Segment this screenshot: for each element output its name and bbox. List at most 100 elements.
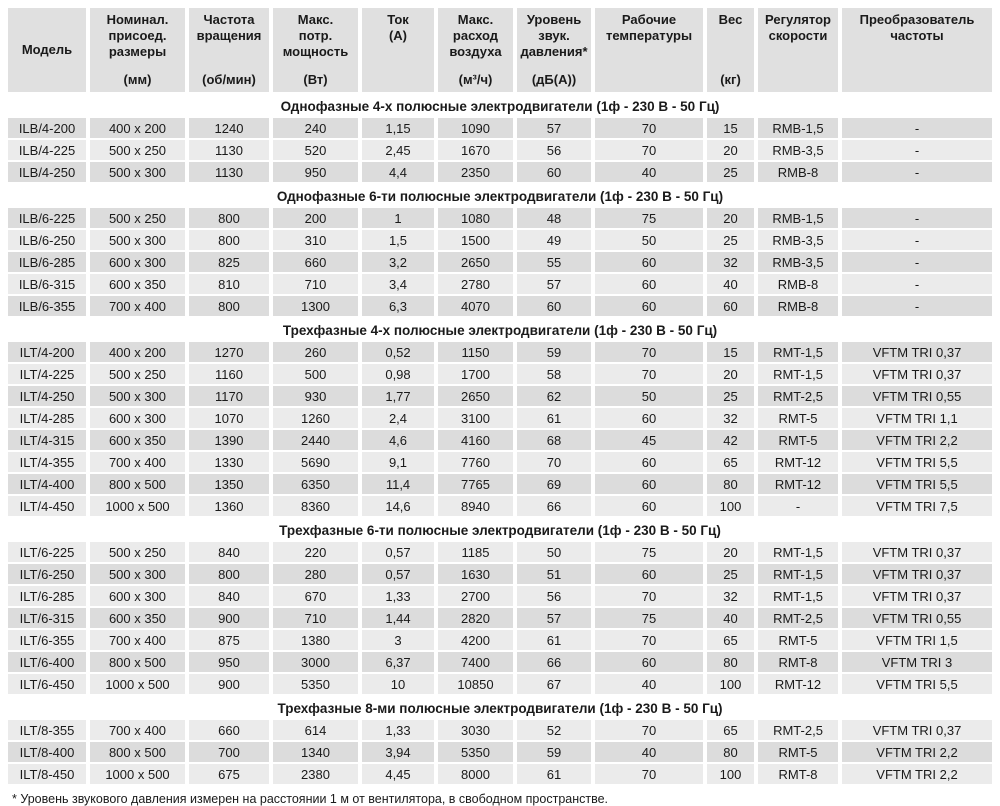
header-unit: (об/мин) (202, 72, 256, 87)
section-title-0: Однофазные 4-х полюсные электродвигатели… (8, 94, 992, 116)
header-line: Вес (718, 12, 743, 27)
column-header-max-airflow: Макс. расход воздуха (м³/ч) (438, 8, 513, 92)
data-cell-max-power: 500 (273, 364, 358, 384)
data-cell-work-temperature: 40 (595, 742, 703, 762)
data-cell-sound-level: 67 (517, 674, 591, 694)
model-cell: ILT/4-285 (8, 408, 86, 428)
table-row: ILT/4-450 1000 x 500 1360 8360 14,6 8940 66 60 1… (8, 496, 992, 516)
data-cell-weight: 32 (707, 586, 754, 606)
column-header-max-power: Макс. потр. мощность (Вт) (273, 8, 358, 92)
data-cell-rotation-speed: 1240 (189, 118, 269, 138)
data-cell-max-airflow: 4160 (438, 430, 513, 450)
data-cell-weight: 65 (707, 720, 754, 740)
data-cell-rotation-speed: 950 (189, 652, 269, 672)
model-cell: ILT/4-450 (8, 496, 86, 516)
data-cell-rotation-speed: 1270 (189, 342, 269, 362)
table-row: ILT/4-315 600 x 350 1390 2440 4,6 4160 68 45 42 R… (8, 430, 992, 450)
data-cell-max-airflow: 7765 (438, 474, 513, 494)
data-cell-dimensions: 700 x 400 (90, 452, 185, 472)
data-cell-work-temperature: 60 (595, 564, 703, 584)
data-cell-freq-converter: VFTM TRI 0,55 (842, 608, 992, 628)
data-cell-max-power: 930 (273, 386, 358, 406)
data-cell-sound-level: 66 (517, 496, 591, 516)
data-cell-speed-regulator: RMT-1,5 (758, 342, 838, 362)
data-cell-work-temperature: 50 (595, 386, 703, 406)
column-header-text: Номинал. присоед. размеры (мм) (90, 8, 185, 92)
data-cell-freq-converter: VFTM TRI 0,37 (842, 720, 992, 740)
data-cell-dimensions: 1000 x 500 (90, 674, 185, 694)
header-line: Макс. (457, 12, 494, 27)
model-cell: ILT/4-225 (8, 364, 86, 384)
table-row: ILT/6-225 500 x 250 840 220 0,57 1185 50 75 20 RM… (8, 542, 992, 562)
data-cell-speed-regulator: RMT-5 (758, 430, 838, 450)
data-cell-rotation-speed: 1070 (189, 408, 269, 428)
data-cell-freq-converter: - (842, 252, 992, 272)
data-cell-max-airflow: 2780 (438, 274, 513, 294)
data-cell-current: 9,1 (362, 452, 434, 472)
data-cell-speed-regulator: RMB-3,5 (758, 252, 838, 272)
data-cell-max-power: 8360 (273, 496, 358, 516)
section-title-row: Однофазные 6-ти полюсные электродвигател… (8, 184, 992, 206)
data-cell-work-temperature: 60 (595, 452, 703, 472)
data-cell-work-temperature: 70 (595, 140, 703, 160)
model-cell: ILT/4-200 (8, 342, 86, 362)
column-header-text: Ток (А) (362, 8, 434, 92)
data-cell-freq-converter: - (842, 118, 992, 138)
data-cell-speed-regulator: RMT-5 (758, 742, 838, 762)
model-cell: ILT/6-400 (8, 652, 86, 672)
data-cell-max-airflow: 7760 (438, 452, 513, 472)
data-cell-dimensions: 500 x 250 (90, 208, 185, 228)
data-cell-rotation-speed: 1160 (189, 364, 269, 384)
header-line: вращения (196, 28, 262, 43)
data-cell-weight: 80 (707, 474, 754, 494)
data-cell-work-temperature: 60 (595, 496, 703, 516)
column-header-current: Ток (А) (362, 8, 434, 92)
data-cell-current: 1,15 (362, 118, 434, 138)
data-cell-work-temperature: 40 (595, 674, 703, 694)
data-cell-rotation-speed: 1390 (189, 430, 269, 450)
section-title-2: Трехфазные 4-х полюсные электродвигатели… (8, 318, 992, 340)
table-row: ILT/6-250 500 x 300 800 280 0,57 1630 51 60 25 RM… (8, 564, 992, 584)
header-line: расход (452, 28, 499, 43)
data-cell-freq-converter: VFTM TRI 0,37 (842, 542, 992, 562)
model-cell: ILB/6-355 (8, 296, 86, 316)
section-title-row: Трехфазные 6-ти полюсные электродвигател… (8, 518, 992, 540)
data-cell-work-temperature: 70 (595, 630, 703, 650)
data-cell-work-temperature: 60 (595, 408, 703, 428)
table-row: ILT/4-400 800 x 500 1350 6350 11,4 7765 69 60 80… (8, 474, 992, 494)
data-cell-freq-converter: VFTM TRI 5,5 (842, 674, 992, 694)
footnote: * Уровень звукового давления измерен на … (12, 792, 609, 806)
header-line: Модель (21, 42, 73, 57)
data-cell-current: 0,57 (362, 564, 434, 584)
data-cell-max-airflow: 8000 (438, 764, 513, 784)
column-header-work-temperature: Рабочие температуры (595, 8, 703, 92)
table-row: ILT/6-285 600 x 300 840 670 1,33 2700 56 70 32 RM… (8, 586, 992, 606)
header-line: воздуха (449, 44, 502, 59)
data-cell-dimensions: 500 x 250 (90, 364, 185, 384)
model-cell: ILB/6-285 (8, 252, 86, 272)
data-cell-max-airflow: 4070 (438, 296, 513, 316)
data-cell-max-power: 5690 (273, 452, 358, 472)
table-row: ILB/4-250 500 x 300 1130 950 4,4 2350 60 40 25 RM… (8, 162, 992, 182)
model-cell: ILT/4-315 (8, 430, 86, 450)
data-cell-max-power: 2380 (273, 764, 358, 784)
data-cell-max-airflow: 1185 (438, 542, 513, 562)
column-header-rotation-speed: Частота вращения (об/мин) (189, 8, 269, 92)
data-cell-max-power: 5350 (273, 674, 358, 694)
data-cell-freq-converter: VFTM TRI 0,37 (842, 342, 992, 362)
data-cell-speed-regulator: RMB-3,5 (758, 140, 838, 160)
column-header-text: Вес (кг) (707, 8, 754, 92)
data-cell-sound-level: 55 (517, 252, 591, 272)
column-header-text: Уровень звук. давления* (дБ(А)) (517, 8, 591, 92)
data-cell-speed-regulator: RMT-2,5 (758, 608, 838, 628)
column-header-text: Частота вращения (об/мин) (189, 8, 269, 92)
data-cell-dimensions: 700 x 400 (90, 296, 185, 316)
table-row: ILT/6-355 700 x 400 875 1380 3 4200 61 70 65 RMT-… (8, 630, 992, 650)
data-cell-weight: 40 (707, 608, 754, 628)
data-cell-freq-converter: VFTM TRI 1,5 (842, 630, 992, 650)
section-title-row: Трехфазные 8-ми полюсные электродвигател… (8, 696, 992, 718)
data-cell-freq-converter: VFTM TRI 0,37 (842, 564, 992, 584)
data-cell-dimensions: 600 x 300 (90, 252, 185, 272)
column-header-speed-regulator: Регулятор скорости (758, 8, 838, 92)
table-row: ILT/4-355 700 x 400 1330 5690 9,1 7760 70 60 65 R… (8, 452, 992, 472)
